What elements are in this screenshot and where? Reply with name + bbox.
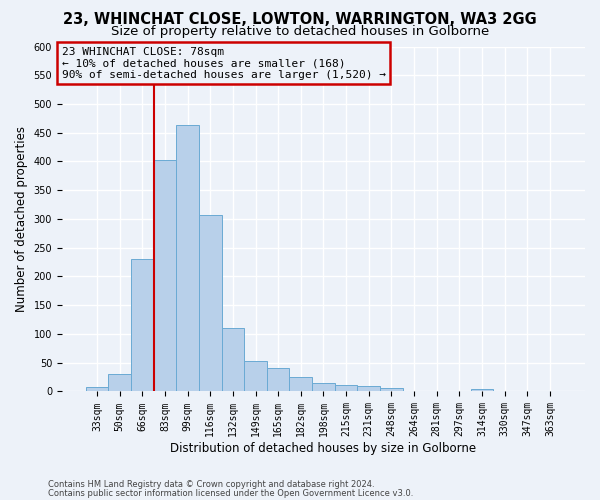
Bar — [267, 368, 289, 392]
Bar — [312, 383, 335, 392]
Bar — [154, 160, 176, 392]
Bar — [358, 386, 380, 392]
Bar — [380, 388, 403, 392]
Text: 23 WHINCHAT CLOSE: 78sqm
← 10% of detached houses are smaller (168)
90% of semi-: 23 WHINCHAT CLOSE: 78sqm ← 10% of detach… — [62, 46, 386, 80]
Text: Contains public sector information licensed under the Open Government Licence v3: Contains public sector information licen… — [48, 488, 413, 498]
Bar — [221, 328, 244, 392]
X-axis label: Distribution of detached houses by size in Golborne: Distribution of detached houses by size … — [170, 442, 476, 455]
Bar — [86, 388, 109, 392]
Bar — [199, 215, 221, 392]
Y-axis label: Number of detached properties: Number of detached properties — [15, 126, 28, 312]
Bar — [176, 126, 199, 392]
Text: Contains HM Land Registry data © Crown copyright and database right 2024.: Contains HM Land Registry data © Crown c… — [48, 480, 374, 489]
Bar — [289, 376, 312, 392]
Bar — [335, 384, 358, 392]
Bar — [470, 388, 493, 392]
Text: 23, WHINCHAT CLOSE, LOWTON, WARRINGTON, WA3 2GG: 23, WHINCHAT CLOSE, LOWTON, WARRINGTON, … — [63, 12, 537, 28]
Bar — [109, 374, 131, 392]
Bar — [244, 361, 267, 392]
Text: Size of property relative to detached houses in Golborne: Size of property relative to detached ho… — [111, 25, 489, 38]
Bar — [131, 259, 154, 392]
